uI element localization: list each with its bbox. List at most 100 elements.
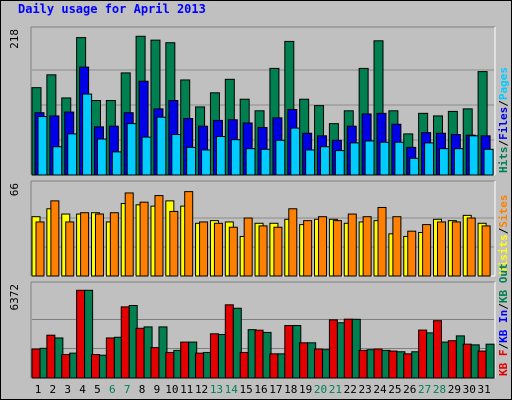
x-tick-label: 28	[433, 383, 446, 396]
bar-sites	[50, 200, 60, 277]
bar-kb-f	[46, 334, 56, 379]
bar-pages	[409, 157, 420, 176]
y-max-label: 66	[8, 183, 21, 196]
x-tick-label: 6	[109, 383, 116, 396]
x-tick-label: 21	[329, 383, 342, 396]
bar-kb-f	[284, 325, 294, 379]
bar-sites	[318, 216, 328, 277]
bar-kb-f	[432, 320, 442, 379]
bar-kb-out	[351, 318, 361, 379]
bar-sites	[35, 221, 45, 277]
bar-kb-f	[447, 340, 457, 379]
x-tick-label: 19	[299, 383, 312, 396]
page-title: Daily usage for April 2013	[18, 2, 206, 16]
bar-pages	[320, 146, 331, 176]
bar-kb-f	[462, 343, 472, 379]
x-tick-label: 4	[79, 383, 86, 396]
bar-kb-f	[90, 354, 100, 379]
bar-kb-f	[373, 348, 383, 379]
bar-pages	[156, 116, 167, 176]
bar-pages	[379, 141, 390, 176]
bar-pages	[394, 141, 405, 176]
bar-pages	[52, 146, 63, 176]
x-tick-label: 7	[124, 383, 131, 396]
x-tick-label: 30	[463, 383, 476, 396]
bar-kb-f	[254, 329, 264, 379]
bar-pages	[468, 135, 479, 176]
bar-kb-f	[61, 354, 71, 379]
bar-kb-out	[485, 343, 495, 379]
bar-pages	[334, 150, 345, 176]
x-tick-label: 16	[254, 383, 267, 396]
bar-pages	[67, 133, 78, 176]
legend-entry: KB F	[497, 350, 510, 377]
bar-pages	[245, 148, 256, 176]
bar-sites	[109, 212, 119, 277]
bar-sites	[169, 210, 179, 277]
bar-pages	[186, 146, 197, 176]
x-tick-label: 26	[403, 383, 416, 396]
bar-kb-f	[209, 333, 219, 379]
bar-sites	[199, 221, 209, 277]
bar-kb-f	[31, 348, 41, 379]
legend-entry: Pages	[497, 67, 510, 100]
bar-pages	[96, 138, 107, 176]
legend: Hits/Files/Pages	[497, 67, 510, 173]
x-tick-label: 14	[225, 383, 239, 396]
bar-pages	[126, 123, 137, 176]
x-tick-label: 20	[314, 383, 327, 396]
bar-sites	[362, 216, 372, 277]
bar-kb-f	[105, 337, 115, 379]
bar-sites	[65, 221, 75, 277]
bar-kb-f	[76, 289, 86, 379]
bar-pages	[275, 139, 286, 176]
bar-sites	[94, 213, 104, 277]
bar-sites	[436, 221, 446, 277]
bar-kb-out	[84, 289, 94, 379]
bar-pages	[453, 148, 464, 176]
bar-kb-f	[150, 347, 160, 379]
bar-kb-f	[358, 349, 368, 379]
bar-sites	[184, 191, 194, 277]
legend-entry: KB Out	[497, 263, 510, 303]
bar-pages	[424, 142, 435, 176]
bar-pages	[305, 149, 316, 176]
bar-sites	[154, 195, 164, 277]
legend: Visits/Sites	[497, 195, 510, 275]
legend-entry: Files	[497, 107, 510, 140]
x-tick-label: 29	[448, 383, 461, 396]
bar-pages	[230, 139, 241, 176]
x-tick-label: 31	[477, 383, 490, 396]
bar-sites	[139, 201, 149, 277]
bar-sites	[422, 224, 432, 277]
legend-entry: /	[497, 227, 510, 234]
bar-kb-f	[195, 352, 205, 379]
bar-kb-f	[418, 329, 428, 379]
bar-kb-f	[314, 348, 324, 379]
x-tick-label: 10	[165, 383, 178, 396]
bar-sites	[243, 217, 253, 277]
bar-kb-f	[403, 353, 413, 379]
bar-sites	[273, 226, 283, 277]
legend-entry: /	[497, 140, 510, 147]
x-tick-label: 23	[359, 383, 372, 396]
bar-pages	[290, 127, 301, 176]
x-tick-label: 22	[344, 383, 357, 396]
bar-sites	[392, 216, 402, 277]
bar-sites	[466, 217, 476, 277]
y-max-label: 6372	[8, 284, 21, 311]
x-tick-label: 5	[94, 383, 101, 396]
x-tick-label: 15	[240, 383, 253, 396]
x-tick-label: 3	[64, 383, 71, 396]
legend-entry: /	[497, 303, 510, 310]
x-tick-label: 13	[210, 383, 223, 396]
x-tick-label: 9	[154, 383, 161, 396]
bar-pages	[201, 149, 212, 176]
bar-sites	[347, 213, 357, 277]
x-tick-label: 24	[373, 383, 387, 396]
legend-entry: /	[497, 343, 510, 350]
bar-sites	[213, 222, 223, 277]
legend-entry: /	[497, 100, 510, 107]
legend-entry: Hits	[497, 147, 510, 174]
